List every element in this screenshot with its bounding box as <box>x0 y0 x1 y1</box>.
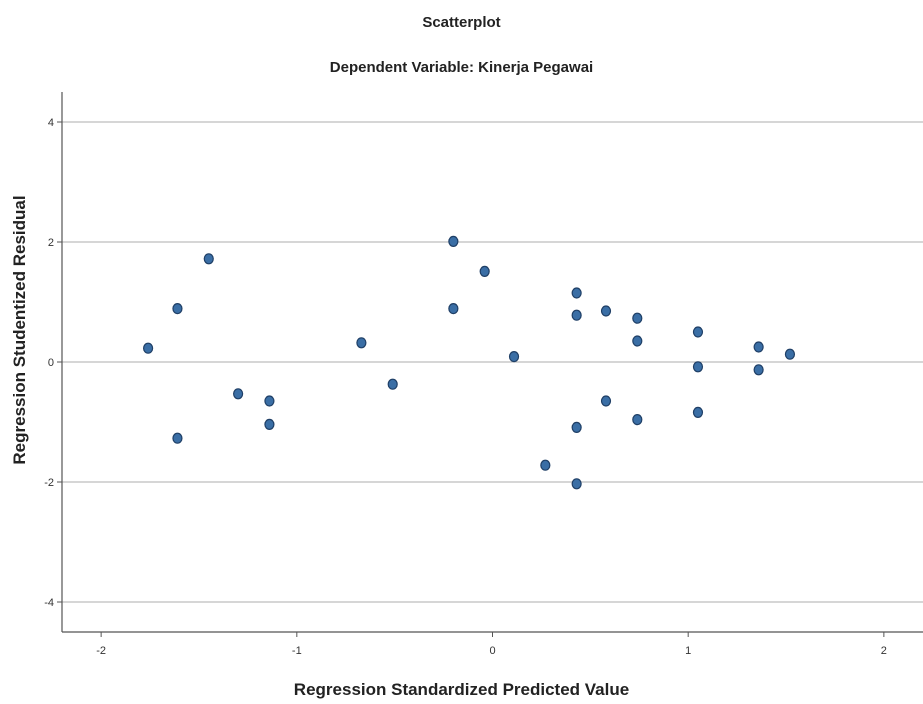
data-points <box>143 235 796 490</box>
chart-title: Scatterplot <box>422 14 501 31</box>
x-axis-label: Regression Standardized Predicted Value <box>293 680 630 699</box>
data-point-3 <box>172 432 183 444</box>
x-tick-label: 0 <box>489 645 495 657</box>
data-point-6 <box>264 395 275 407</box>
data-point-11 <box>448 303 459 315</box>
data-point-24 <box>692 326 704 338</box>
data-point-22 <box>632 335 643 347</box>
data-point-21 <box>632 312 643 324</box>
data-point-29 <box>784 348 796 360</box>
y-tick-label: 0 <box>48 357 54 369</box>
x-tick-label: 1 <box>685 645 691 657</box>
data-point-8 <box>356 337 367 349</box>
data-point-26 <box>692 406 704 418</box>
data-point-18 <box>571 478 582 490</box>
data-point-23 <box>632 414 643 426</box>
data-point-4 <box>203 253 214 265</box>
data-point-10 <box>448 235 459 247</box>
y-axis-label: Regression Studentized Residual <box>10 195 29 465</box>
data-point-19 <box>600 305 612 317</box>
y-tick-label: -2 <box>44 477 54 489</box>
data-point-17 <box>571 421 582 433</box>
x-tick-label: -1 <box>292 645 302 657</box>
data-point-20 <box>600 395 612 407</box>
data-point-25 <box>692 361 704 373</box>
tick-labels: 4 2 0 -2 -4 -2 -1 0 1 2 <box>44 117 887 657</box>
chart-subtitle: Dependent Variable: Kinerja Pegawai <box>329 59 594 76</box>
y-tick-label: 2 <box>48 237 54 249</box>
y-tick-label: -4 <box>44 597 54 609</box>
grid-lines <box>62 121 923 603</box>
data-point-12 <box>479 265 490 277</box>
x-tick-label: -2 <box>96 645 106 657</box>
data-point-27 <box>753 341 764 353</box>
data-point-16 <box>571 309 582 321</box>
data-point-5 <box>233 388 244 400</box>
y-tick-label: 4 <box>48 117 54 129</box>
x-tick-label: 2 <box>881 645 887 657</box>
data-point-9 <box>387 378 398 390</box>
data-point-7 <box>264 418 275 430</box>
data-point-14 <box>540 459 551 471</box>
data-point-2 <box>172 303 183 315</box>
data-point-28 <box>753 364 764 376</box>
data-point-1 <box>143 342 154 354</box>
data-point-15 <box>571 287 582 299</box>
axes <box>57 92 923 637</box>
data-point-13 <box>508 351 520 363</box>
